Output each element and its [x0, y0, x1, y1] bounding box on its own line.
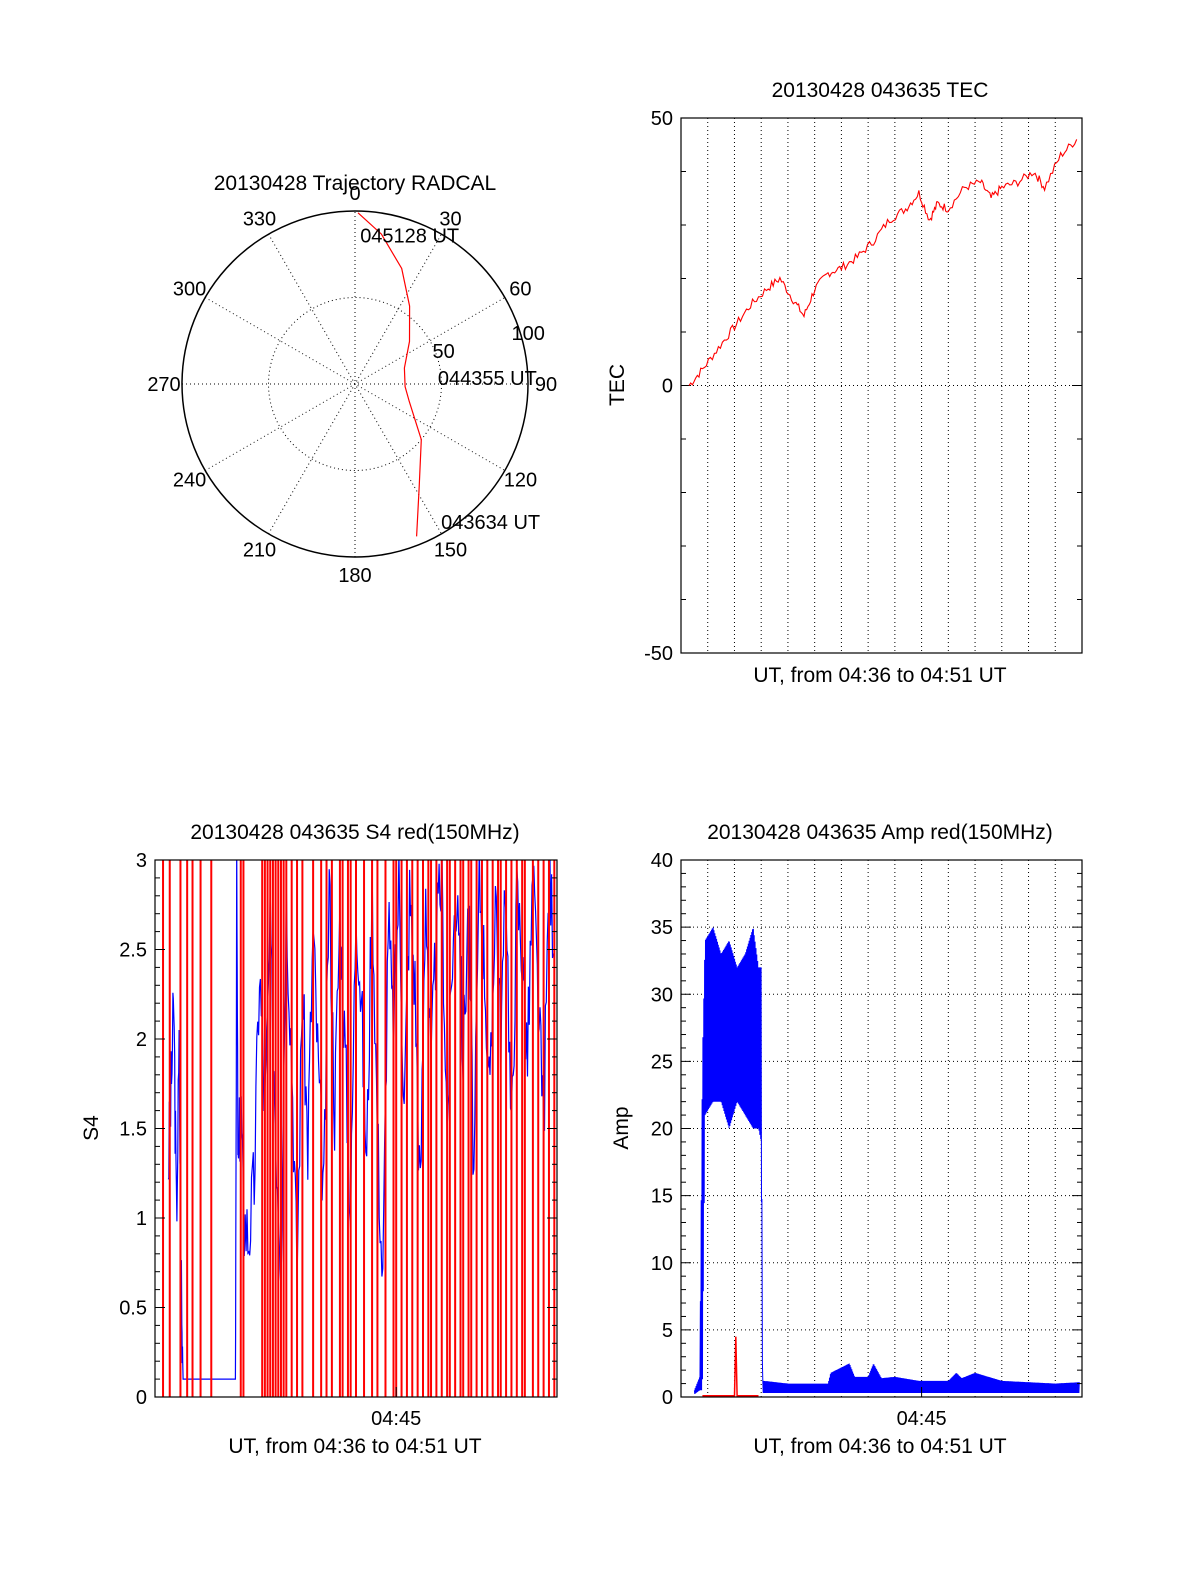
trajectory-angle-label: 240 — [173, 470, 206, 492]
tec-ylabel: TEC — [606, 364, 629, 406]
trajectory-angle-label: 270 — [147, 374, 180, 396]
trajectory-angle-label: 180 — [338, 565, 371, 587]
trajectory-radius-label: 50 — [432, 341, 454, 363]
s4-ytick-label: 3 — [136, 850, 147, 872]
trajectory-angle-label: 120 — [504, 470, 537, 492]
trajectory-angle-label: 150 — [434, 539, 467, 561]
s4-series — [162, 860, 556, 1397]
trajectory-annotations: 045128 UT 044355 UT 043634 UT — [360, 225, 540, 534]
trajectory-panel: 20130428 Trajectory RADCAL 0 30 60 90 120 150… — [147, 172, 557, 587]
trajectory-time-label: 043634 UT — [441, 512, 540, 534]
s4-blue-line — [167, 860, 554, 1380]
s4-ytick-label: 0.5 — [119, 1298, 147, 1320]
tec-grid — [681, 118, 1082, 653]
s4-ylabel: S4 — [80, 1115, 103, 1141]
trajectory-angle-label: 210 — [243, 539, 276, 561]
trajectory-series — [357, 212, 422, 537]
tec-title: 20130428 043635 TEC — [772, 79, 989, 102]
tec-ytick-label: -50 — [644, 643, 673, 665]
tec-line — [688, 139, 1078, 386]
trajectory-angle-label: 330 — [243, 209, 276, 231]
amp-title: 20130428 043635 Amp red(150MHz) — [707, 821, 1053, 844]
tec-ytick-label: 0 — [662, 376, 673, 398]
amp-ytick-label: 15 — [651, 1186, 673, 1208]
trajectory-angle-label: 90 — [535, 374, 557, 396]
tec-ytick-label: 50 — [651, 108, 673, 130]
amp-xlabel: UT, from 04:36 to 04:51 UT — [753, 1435, 1006, 1458]
s4-series-group — [162, 860, 556, 1397]
s4-title: 20130428 043635 S4 red(150MHz) — [190, 821, 519, 844]
trajectory-time-label: 044355 UT — [438, 368, 537, 390]
tec-series — [688, 139, 1078, 386]
amp-xtick-label: 04:45 — [897, 1408, 947, 1430]
amp-ytick-label: 20 — [651, 1119, 673, 1141]
s4-xtick-label: 04:45 — [371, 1408, 421, 1430]
s4-ytick-label: 0 — [136, 1387, 147, 1409]
s4-ytick-label: 2.5 — [119, 940, 147, 962]
tec-xlabel: UT, from 04:36 to 04:51 UT — [753, 664, 1006, 687]
trajectory-spoke — [268, 233, 442, 535]
trajectory-angle-label: 300 — [173, 279, 206, 301]
amp-ytick-label: 35 — [651, 917, 673, 939]
trajectory-time-label: 045128 UT — [360, 225, 459, 247]
trajectory-title: 20130428 Trajectory RADCAL — [214, 172, 497, 195]
amp-ytick-label: 10 — [651, 1253, 673, 1275]
amp-ytick-label: 5 — [662, 1320, 673, 1342]
amp-series — [693, 927, 1080, 1397]
amp-blue-line — [693, 927, 1080, 1395]
trajectory-path — [357, 212, 422, 537]
amp-ytick-label: 40 — [651, 850, 673, 872]
trajectory-grid — [181, 210, 529, 558]
s4-axes: 0 0.5 1 1.5 2 2.5 3 04:45 — [119, 850, 558, 1430]
s4-ytick-label: 1.5 — [119, 1119, 147, 1141]
amp-ytick-label: 25 — [651, 1051, 673, 1073]
amp-red-line — [702, 1336, 759, 1397]
trajectory-radius-label: 100 — [512, 323, 545, 345]
s4-panel: 20130428 043635 S4 red(150MHz) 0 0.5 1 1.5 2… — [80, 821, 558, 1458]
trajectory-angle-label: 30 — [439, 209, 461, 231]
trajectory-inner-circle — [268, 297, 442, 471]
s4-ytick-label: 2 — [136, 1029, 147, 1051]
s4-xlabel: UT, from 04:36 to 04:51 UT — [228, 1435, 481, 1458]
trajectory-angle-labels: 0 30 60 90 120 150 180 210 240 270 300 330 50 100 — [147, 183, 557, 587]
amp-panel: 20130428 043635 Amp red(150MHz) 0 5 10 15 20… — [610, 821, 1083, 1458]
amp-ylabel: Amp — [610, 1106, 633, 1149]
amp-ytick-label: 0 — [662, 1387, 673, 1409]
amp-axes: 0 5 10 15 20 25 30 35 40 04:45 — [651, 850, 1083, 1430]
s4-ytick-label: 1 — [136, 1208, 147, 1230]
tec-panel: 20130428 043635 TEC 50 0 -50 UT, from 04:3… — [606, 79, 1083, 687]
trajectory-angle-label: 60 — [509, 279, 531, 301]
tec-axes: 50 0 -50 — [644, 108, 1083, 665]
amp-ytick-label: 30 — [651, 984, 673, 1006]
amp-grid — [681, 860, 1082, 1397]
trajectory-angle-label: 0 — [349, 183, 360, 205]
